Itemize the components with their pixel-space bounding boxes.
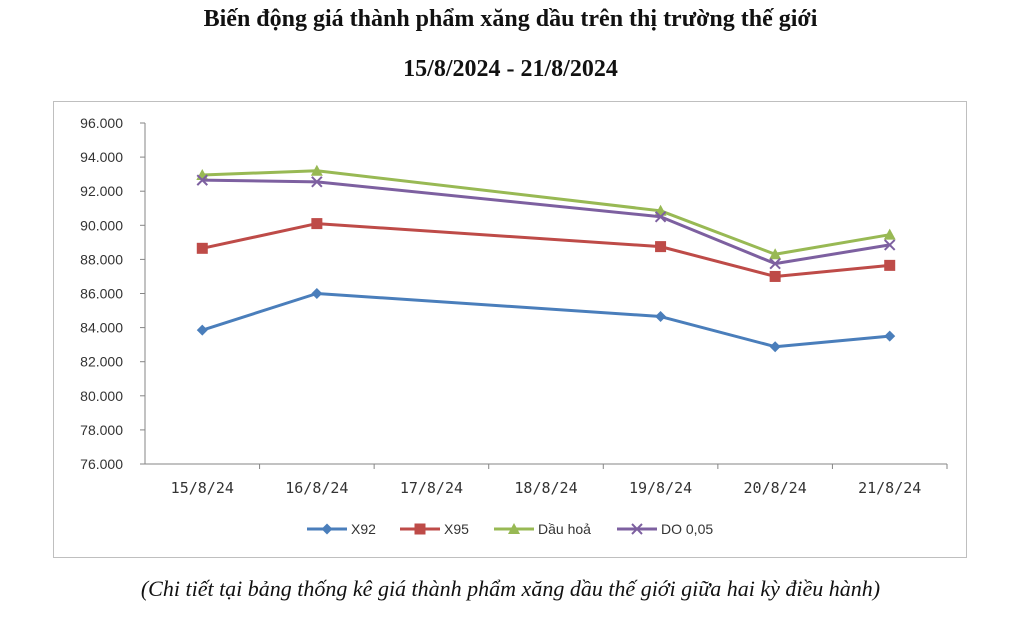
x-tick-label: 15/8/24 <box>171 479 234 497</box>
data-point <box>311 218 323 230</box>
series-1 <box>196 218 896 282</box>
data-point <box>655 311 667 323</box>
data-point <box>196 174 208 186</box>
legend-item: X95 <box>400 521 469 537</box>
y-tick-label: 78.000 <box>80 422 123 438</box>
x-tick-label: 20/8/24 <box>744 479 807 497</box>
legend-item: X92 <box>307 521 376 537</box>
series-line <box>202 169 890 256</box>
y-tick-label: 84.000 <box>80 320 123 336</box>
series-0 <box>196 288 896 353</box>
legend-item: DO 0,05 <box>617 521 713 537</box>
data-point <box>884 330 896 342</box>
series-2 <box>196 164 896 260</box>
data-point <box>884 259 896 271</box>
chart-title-line1: Biến động giá thành phẩm xăng dầu trên t… <box>203 6 818 32</box>
data-point <box>196 242 208 254</box>
series-3 <box>196 174 896 270</box>
y-tick-label: 80.000 <box>80 388 123 404</box>
legend-label: DO 0,05 <box>661 521 713 537</box>
data-point <box>884 239 896 251</box>
data-point <box>196 324 208 336</box>
data-point <box>311 288 323 299</box>
chart-title-line2: 15/8/2024 - 21/8/2024 <box>403 56 618 82</box>
data-point <box>769 248 782 260</box>
legend-label: X95 <box>444 521 469 537</box>
chart-caption: (Chi tiết tại bảng thống kê giá thành ph… <box>140 576 881 601</box>
data-point <box>769 341 781 353</box>
legend-marker <box>321 523 333 535</box>
y-tick-label: 82.000 <box>80 354 123 370</box>
legend-label: Dầu hoả <box>538 521 591 537</box>
y-tick-label: 76.000 <box>80 456 123 472</box>
legend-marker <box>631 523 643 535</box>
data-point <box>655 241 667 253</box>
x-tick-label: 19/8/24 <box>629 479 692 497</box>
legend-marker <box>508 523 520 534</box>
x-tick-label: 21/8/24 <box>858 479 921 497</box>
y-tick-label: 88.000 <box>80 251 123 267</box>
data-point <box>311 176 323 188</box>
x-tick-label: 17/8/24 <box>400 479 463 497</box>
data-point <box>654 211 667 223</box>
data-point <box>883 228 896 240</box>
legend-marker <box>414 523 426 535</box>
data-point <box>310 164 323 176</box>
y-tick-label: 94.000 <box>80 149 123 165</box>
series-line <box>201 292 890 349</box>
y-tick-label: 90.000 <box>80 217 123 233</box>
x-tick-label: 16/8/24 <box>285 479 348 497</box>
y-tick-label: 86.000 <box>80 286 123 302</box>
data-point <box>769 270 781 282</box>
x-tick-label: 18/8/24 <box>514 479 577 497</box>
data-point <box>769 257 781 270</box>
chart-frame <box>53 101 967 558</box>
series-line <box>201 222 890 278</box>
legend-item: Dầu hoả <box>494 521 591 537</box>
legend-label: X92 <box>351 521 376 537</box>
y-tick-label: 92.000 <box>80 183 123 199</box>
y-tick-label: 96.000 <box>80 115 123 131</box>
